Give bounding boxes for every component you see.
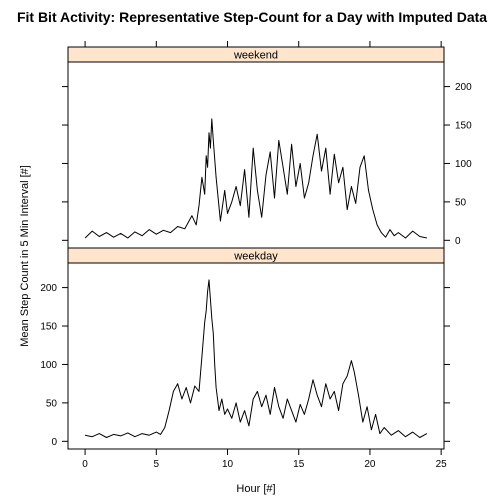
plot-frame-weekend [67, 61, 445, 249]
strip-label-weekend: weekend [233, 50, 278, 62]
axis-ticks: 0 5 10 15 20 25 0 0 50 50 100 100 150 150 200 200 [40, 41, 472, 470]
strip-label-weekday: weekday [233, 251, 278, 263]
y-tick-label-weekend: 150 [455, 121, 472, 132]
y-tick-label-weekend: 50 [455, 197, 467, 208]
chart-title: Fit Bit Activity: Representative Step-Co… [17, 9, 487, 25]
plot-frame-weekday [67, 262, 445, 450]
x-tick-label: 0 [82, 459, 88, 470]
y-tick-label-weekday: 0 [51, 437, 57, 448]
panel-weekend: weekend [67, 46, 445, 249]
y-tick-label-weekday: 200 [40, 283, 57, 294]
x-tick-label: 10 [222, 459, 234, 470]
series-line-weekend [84, 118, 428, 239]
x-tick-label: 5 [154, 459, 160, 470]
y-tick-label-weekend: 0 [455, 236, 461, 247]
x-tick-label: 20 [364, 459, 376, 470]
y-axis-label: Mean Step Count in 5 Min Interval [#] [19, 165, 31, 347]
y-tick-label-weekend: 200 [455, 82, 472, 93]
y-tick-label-weekend: 100 [455, 159, 472, 170]
x-tick-label: 15 [293, 459, 305, 470]
y-tick-label-weekday: 150 [40, 322, 57, 333]
x-axis-label: Hour [#] [236, 483, 275, 495]
series-line-weekday [84, 279, 428, 438]
panel-weekday: weekday [67, 247, 445, 450]
y-tick-label-weekday: 50 [46, 398, 58, 409]
x-tick-label: 25 [436, 459, 448, 470]
y-tick-label-weekday: 100 [40, 360, 57, 371]
